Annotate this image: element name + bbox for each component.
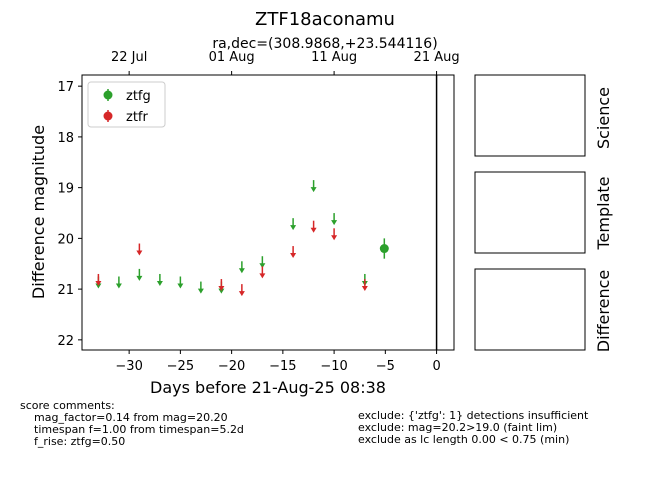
upper-limit: [310, 220, 317, 233]
comment: f_rise: ztfg=0.50: [34, 435, 125, 448]
upper-limit: [197, 281, 204, 294]
comment: exclude: mag=20.2>19.0 (faint lim): [358, 421, 557, 434]
top-x-tick-label: 22 Jul: [111, 50, 147, 65]
comment: mag_factor=0.14 from mag=20.20: [34, 411, 228, 424]
upper-limit: [331, 213, 338, 226]
upper-limit-head: [177, 283, 184, 289]
comment: timespan f=1.00 from timespan=5.2d: [34, 423, 244, 436]
upper-limit-head: [95, 283, 102, 289]
upper-limit: [310, 180, 317, 193]
upper-limit: [136, 268, 143, 281]
y-tick-label: 20: [57, 232, 74, 247]
upper-limit-head: [136, 275, 143, 281]
upper-limit: [290, 246, 297, 259]
upper-limit: [331, 228, 338, 241]
upper-limit: [218, 279, 225, 292]
top-axis-label: ra,dec=(308.9868,+23.544116): [212, 36, 437, 52]
x-tick-label: −10: [320, 359, 347, 374]
legend-label: ztfg: [126, 89, 151, 104]
y-tick-label: 17: [57, 80, 74, 95]
y-tick-label: 19: [57, 182, 74, 197]
upper-limit-head: [259, 263, 266, 269]
upper-limit-head: [218, 286, 225, 292]
upper-limit-head: [218, 288, 225, 294]
upper-limit-head: [290, 253, 297, 259]
upper-limit-head: [115, 283, 122, 289]
panel-label: Template: [594, 176, 613, 250]
y-tick-label: 21: [57, 283, 74, 298]
upper-limit: [259, 266, 266, 279]
top-x-tick-label: 01 Aug: [209, 50, 255, 65]
legend-label: ztfr: [126, 110, 148, 125]
upper-limit-head: [310, 227, 317, 233]
upper-limit-head: [259, 273, 266, 279]
comment-title: score comments:: [20, 399, 115, 412]
panel-label: Difference: [594, 270, 613, 352]
upper-limit-head: [95, 280, 102, 286]
y-axis-label: Difference magnitude: [29, 125, 48, 299]
upper-limit-head: [136, 250, 143, 256]
upper-limit-head: [156, 280, 163, 286]
upper-limit-head: [331, 235, 338, 241]
legend-marker: [103, 90, 113, 100]
upper-limit: [238, 284, 245, 297]
upper-limit-head: [290, 225, 297, 231]
x-tick-label: −30: [115, 359, 142, 374]
upper-limit: [238, 261, 245, 274]
upper-limit-head: [310, 187, 317, 193]
x-tick-label: −5: [376, 359, 395, 374]
upper-limit: [177, 276, 184, 289]
template-panel: [474, 171, 586, 254]
upper-limit: [361, 279, 368, 292]
x-axis-label: Days before 21-Aug-25 08:38: [150, 378, 386, 397]
x-tick-label: −20: [218, 359, 245, 374]
upper-limit: [259, 256, 266, 269]
y-tick-label: 18: [57, 131, 74, 146]
y-tick-label: 22: [57, 334, 74, 349]
upper-limit: [156, 273, 163, 286]
chart-title: ZTF18aconamu: [255, 9, 395, 30]
panel-label: Science: [594, 87, 613, 149]
upper-limit: [136, 243, 143, 256]
upper-limit-head: [197, 288, 204, 294]
x-tick-label: −25: [167, 359, 194, 374]
x-tick-label: −15: [269, 359, 296, 374]
upper-limit: [290, 218, 297, 231]
upper-limit: [115, 276, 122, 289]
plot-frame: [81, 74, 455, 351]
legend-marker: [103, 111, 113, 121]
x-tick-label: 0: [432, 359, 440, 374]
upper-limit-head: [238, 291, 245, 297]
top-x-tick-label: 21 Aug: [414, 50, 460, 65]
top-x-tick-label: 11 Aug: [311, 50, 357, 65]
upper-limit: [95, 273, 102, 286]
detection: [379, 244, 389, 254]
upper-limit-head: [238, 268, 245, 274]
upper-limit-head: [361, 286, 368, 292]
comment: exclude as lc length 0.00 < 0.75 (min): [358, 433, 569, 446]
upper-limit-head: [331, 220, 338, 226]
science-panel: [474, 74, 586, 157]
difference-panel: [474, 268, 586, 351]
comment: exclude: {'ztfg': 1} detections insuffic…: [358, 409, 589, 422]
